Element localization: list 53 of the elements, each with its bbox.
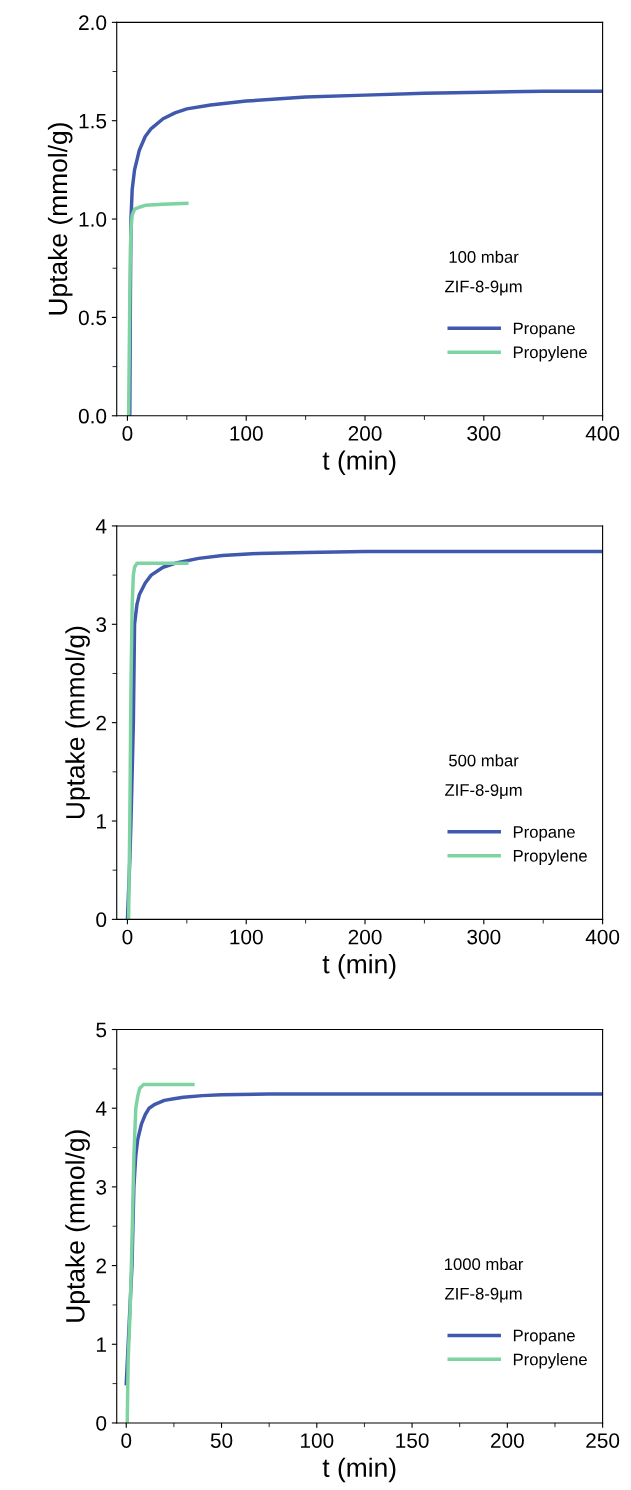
annotation: 100 mbar [449, 250, 519, 263]
x-tick-label: 100 [301, 1433, 334, 1448]
x-tick-label: 400 [585, 929, 620, 945]
x-axis-title: t (min) [322, 450, 396, 476]
y-tick-label: 2.0 [79, 15, 107, 31]
y-tick-label: 4 [95, 519, 107, 534]
y-tick-label: 4 [95, 1101, 107, 1116]
x-axis-title: t (min) [322, 1457, 396, 1483]
line-series [126, 561, 189, 920]
x-tick-label: 0 [121, 1433, 132, 1448]
line-series [126, 201, 189, 416]
line-series [125, 1082, 195, 1423]
y-tick-label: 0 [96, 912, 107, 928]
y-tick-label: 0.0 [78, 408, 107, 424]
y-tick-label: 3 [96, 617, 107, 633]
x-tick-label: 300 [467, 929, 501, 945]
y-tick-label: 5 [96, 1022, 107, 1038]
y-axis-title: Uptake (mmol/g) [65, 1130, 90, 1322]
y-tick-label: 3 [96, 1179, 107, 1195]
y-axis-title: Uptake (mmol/g) [65, 626, 90, 819]
y-tick-label: 2 [96, 1258, 106, 1274]
y-tick-label: 1 [97, 814, 106, 829]
y-tick-label: 0.5 [78, 310, 107, 326]
x-tick-label: 300 [467, 426, 501, 441]
legend-label: Propane [513, 826, 575, 842]
legend-label: Propylene [513, 1353, 587, 1369]
annotation: 1000 mbar [445, 1257, 524, 1271]
x-tick-label: 50 [210, 1433, 233, 1448]
legend-label: Propylene [513, 849, 587, 866]
x-tick-label: 200 [491, 1433, 524, 1448]
annotation: ZIF-8-9μm [445, 280, 522, 296]
x-tick-label: 0 [122, 929, 133, 945]
y-axis-title: Uptake (mmol/g) [47, 123, 73, 315]
x-tick-label: 400 [585, 426, 620, 441]
x-tick-label: 250 [586, 1433, 620, 1448]
x-tick-label: 100 [230, 426, 263, 441]
legend-label: Propane [513, 1329, 575, 1345]
x-tick-label: 200 [348, 929, 382, 945]
legend-label: Propylene [513, 345, 587, 362]
y-tick-label: 2 [96, 715, 106, 731]
x-tick-label: 0 [122, 426, 133, 441]
annotation: 500 mbar [449, 754, 519, 767]
x-tick-label: 150 [396, 1433, 429, 1448]
y-tick-label: 1.0 [79, 212, 107, 227]
y-tick-label: 1.5 [79, 113, 107, 129]
y-tick-label: 1 [97, 1337, 106, 1352]
annotation: ZIF-8-9μm [445, 1287, 522, 1303]
y-tick-label: 0 [96, 1415, 107, 1431]
x-axis-title: t (min) [322, 954, 396, 979]
legend-label: Propane [513, 322, 575, 338]
annotation: ZIF-8-9μm [445, 784, 522, 800]
x-tick-label: 200 [348, 426, 382, 441]
x-tick-label: 100 [230, 929, 263, 945]
